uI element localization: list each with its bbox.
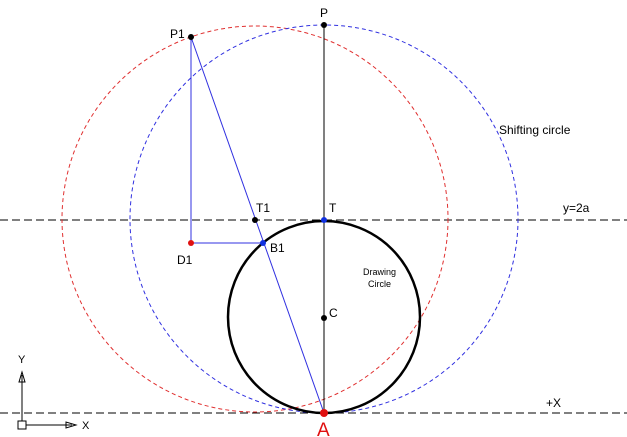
point-p <box>321 22 327 28</box>
label: T <box>329 201 337 215</box>
line-p1-a <box>190 36 325 414</box>
axis-icon-label: X <box>82 420 90 432</box>
label: Circle <box>368 279 391 289</box>
point-t <box>321 217 327 223</box>
label: Shifting circle <box>499 123 571 137</box>
red-circle <box>61 25 449 413</box>
label: P <box>320 6 328 20</box>
label: P1 <box>170 27 185 41</box>
point-p1 <box>188 34 194 40</box>
axis-icon-label: Y <box>18 354 26 366</box>
point-t1 <box>252 217 258 223</box>
axis-icon: Y X <box>17 354 90 432</box>
label: B1 <box>270 241 285 255</box>
label: A <box>317 420 330 437</box>
axis-icon-y-arrow <box>18 370 26 383</box>
point-c <box>321 315 327 321</box>
label: T1 <box>256 201 270 215</box>
label: Drawing <box>363 267 396 277</box>
label: D1 <box>177 253 193 267</box>
axis-icon-x-arrow <box>65 421 78 429</box>
label: C <box>329 306 338 320</box>
point-d1 <box>188 240 194 246</box>
label: y=2a <box>563 201 590 215</box>
point-b1 <box>260 240 266 246</box>
axis-icon-origin <box>17 420 27 430</box>
point-a <box>320 409 328 417</box>
label: +X <box>546 396 561 410</box>
